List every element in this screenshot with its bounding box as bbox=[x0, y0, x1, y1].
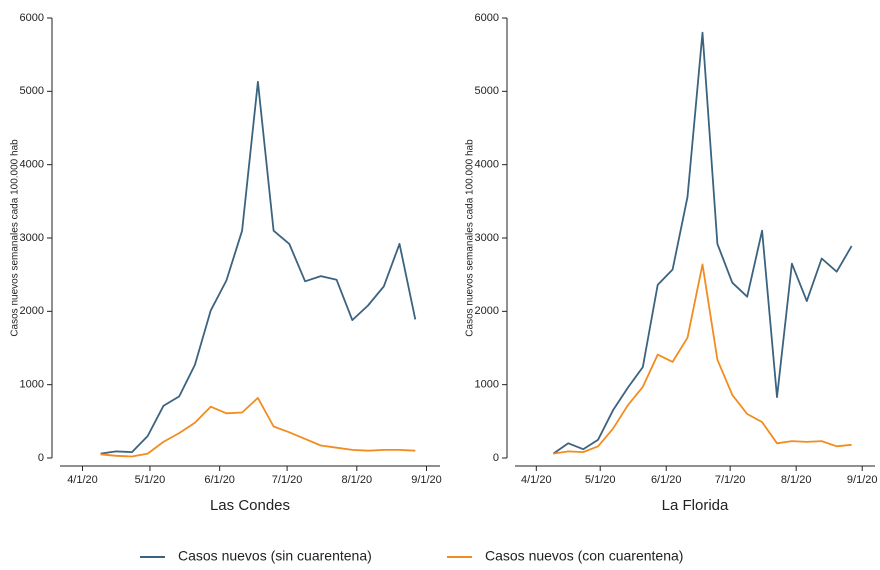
x-tick-label: 5/1/20 bbox=[135, 474, 166, 486]
x-tick-label: 4/1/20 bbox=[67, 474, 98, 486]
y-tick-label: 0 bbox=[493, 452, 499, 464]
y-tick-label: 1000 bbox=[475, 379, 499, 391]
x-tick-label: 8/1/20 bbox=[342, 474, 373, 486]
y-tick-label: 6000 bbox=[20, 12, 44, 24]
panel-title: Las Condes bbox=[210, 497, 290, 514]
y-tick-label: 2000 bbox=[475, 305, 499, 317]
legend-label: Casos nuevos (sin cuarentena) bbox=[178, 548, 372, 564]
series-line bbox=[100, 80, 417, 455]
x-tick-label: 9/1/20 bbox=[411, 474, 442, 486]
y-tick-label: 3000 bbox=[475, 232, 499, 244]
y-tick-label: 6000 bbox=[475, 12, 499, 24]
y-tick-label: 5000 bbox=[475, 85, 499, 97]
x-tick-label: 7/1/20 bbox=[715, 474, 746, 486]
x-tick-label: 8/1/20 bbox=[781, 474, 812, 486]
series-line bbox=[100, 397, 416, 458]
y-axis-label: Casos nuevos semanales cada 100.000 hab bbox=[465, 139, 476, 337]
y-tick-label: 3000 bbox=[20, 232, 44, 244]
panel-title: La Florida bbox=[662, 497, 729, 514]
x-tick-label: 7/1/20 bbox=[272, 474, 303, 486]
x-tick-label: 4/1/20 bbox=[521, 474, 552, 486]
y-tick-label: 4000 bbox=[475, 159, 499, 171]
y-axis-label: Casos nuevos semanales cada 100.000 hab bbox=[10, 139, 21, 337]
x-tick-label: 6/1/20 bbox=[651, 474, 682, 486]
x-tick-label: 6/1/20 bbox=[204, 474, 235, 486]
y-tick-label: 1000 bbox=[20, 379, 44, 391]
y-tick-label: 2000 bbox=[20, 305, 44, 317]
x-tick-label: 9/1/20 bbox=[847, 474, 878, 486]
y-tick-label: 0 bbox=[38, 452, 44, 464]
legend-label: Casos nuevos (con cuarentena) bbox=[485, 548, 683, 564]
series-line bbox=[553, 263, 852, 455]
y-tick-label: 5000 bbox=[20, 85, 44, 97]
x-tick-label: 5/1/20 bbox=[585, 474, 616, 486]
series-line bbox=[552, 31, 853, 455]
y-tick-label: 4000 bbox=[20, 159, 44, 171]
